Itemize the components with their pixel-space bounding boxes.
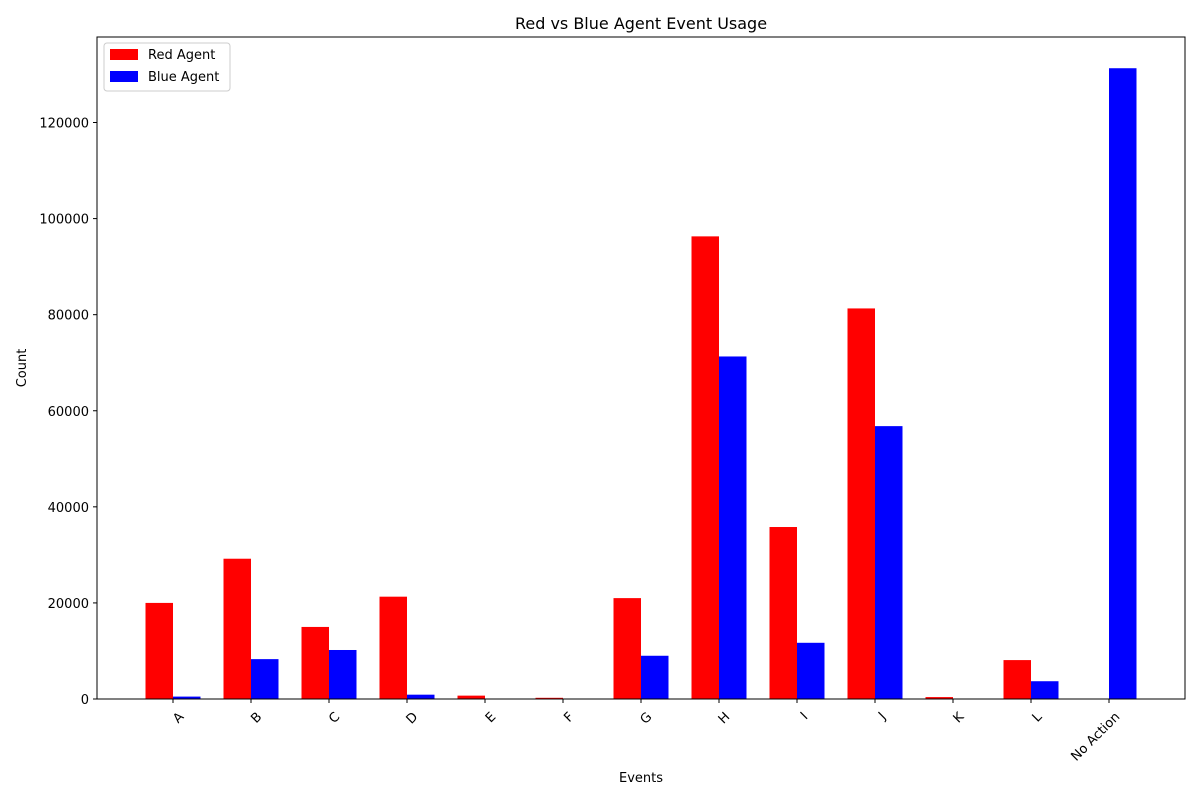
- legend-swatch-red-agent: [110, 49, 138, 60]
- bar-red-agent-d: [379, 596, 407, 699]
- x-axis-label: Events: [619, 771, 663, 786]
- y-tick-label-40000: 40000: [48, 501, 89, 516]
- bar-blue-agent-i: [797, 642, 825, 699]
- y-tick-label-60000: 60000: [48, 405, 89, 420]
- y-tick-label-100000: 100000: [39, 213, 89, 228]
- bar-blue-agent-no-action: [1109, 68, 1137, 699]
- y-tick-label-20000: 20000: [48, 597, 89, 612]
- chart-title: Red vs Blue Agent Event Usage: [515, 14, 767, 33]
- y-ticks-group: 0 20000 40000 60000 80000 100000 120000: [39, 117, 97, 708]
- bar-blue-agent-b: [251, 659, 279, 699]
- legend: Red Agent Blue Agent: [103, 42, 231, 92]
- bar-blue-agent-g: [641, 655, 669, 699]
- y-tick-label-80000: 80000: [48, 309, 89, 324]
- bar-blue-agent-d: [407, 694, 435, 699]
- y-axis-label: Count: [15, 349, 30, 388]
- bars-group: [145, 68, 1137, 699]
- bar-red-agent-g: [613, 598, 641, 699]
- bar-red-agent-j: [847, 308, 875, 699]
- bar-red-agent-a: [145, 602, 173, 699]
- bar-red-agent-i: [769, 527, 797, 699]
- bar-blue-agent-c: [329, 649, 357, 699]
- bar-red-agent-b: [223, 558, 251, 699]
- bar-red-agent-c: [301, 626, 329, 699]
- legend-swatch-blue-agent: [110, 71, 138, 82]
- bar-blue-agent-h: [719, 356, 747, 699]
- bar-blue-agent-l: [1031, 681, 1059, 699]
- bar-blue-agent-a: [173, 696, 201, 699]
- legend-label-blue-agent: Blue Agent: [148, 70, 219, 85]
- legend-label-red-agent: Red Agent: [148, 48, 215, 63]
- bar-red-agent-l: [1003, 660, 1031, 699]
- bar-red-agent-h: [691, 236, 719, 699]
- y-tick-label-0: 0: [81, 693, 89, 708]
- bar-blue-agent-j: [875, 426, 903, 699]
- plot-frame: [96, 36, 1186, 700]
- bar-red-agent-k: [925, 697, 953, 699]
- y-tick-label-120000: 120000: [39, 117, 89, 132]
- bar-red-agent-e: [457, 695, 485, 699]
- bar-red-agent-f: [535, 697, 563, 699]
